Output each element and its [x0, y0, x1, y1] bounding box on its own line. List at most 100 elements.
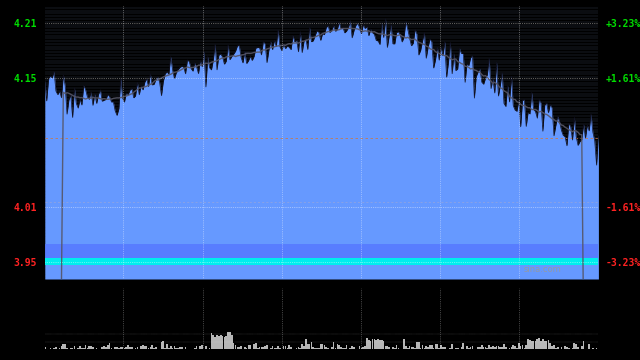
Bar	[479, 347, 481, 349]
Bar	[303, 346, 305, 349]
Bar	[511, 347, 512, 349]
Bar	[412, 347, 414, 349]
Bar	[531, 341, 532, 349]
Bar	[411, 347, 412, 349]
Bar	[407, 348, 408, 349]
Bar	[527, 339, 529, 349]
Bar	[266, 345, 268, 349]
Bar	[542, 339, 544, 349]
Bar	[308, 345, 310, 349]
Bar	[57, 348, 59, 349]
Bar	[300, 348, 301, 349]
Bar	[538, 338, 540, 349]
Bar	[327, 348, 329, 349]
Bar	[231, 335, 232, 349]
Bar	[564, 346, 566, 349]
Bar	[255, 343, 257, 349]
Bar	[324, 345, 325, 349]
Bar	[142, 345, 144, 349]
Bar	[325, 347, 327, 349]
Bar	[337, 344, 338, 349]
Bar	[509, 348, 510, 349]
Bar	[253, 344, 255, 349]
Bar	[596, 347, 597, 349]
Bar	[483, 347, 484, 349]
Bar	[105, 347, 107, 349]
Bar	[588, 345, 590, 349]
Bar	[74, 346, 76, 349]
Bar	[153, 348, 155, 349]
Bar	[470, 347, 472, 349]
Bar	[372, 339, 373, 349]
Bar	[283, 346, 284, 349]
Bar	[301, 344, 303, 349]
Bar	[540, 341, 542, 349]
Bar	[84, 345, 86, 349]
Bar	[72, 348, 74, 349]
Bar	[360, 348, 362, 349]
Bar	[79, 346, 81, 349]
Bar	[150, 347, 151, 349]
Bar	[235, 345, 236, 349]
Bar	[107, 345, 109, 349]
Bar	[488, 346, 490, 349]
Bar	[497, 346, 499, 349]
Bar	[472, 346, 474, 349]
Bar	[592, 348, 594, 349]
Bar	[515, 346, 516, 349]
Bar	[370, 341, 371, 349]
Bar	[45, 258, 598, 265]
Bar	[221, 336, 223, 349]
Bar	[151, 345, 153, 349]
Bar	[366, 338, 368, 349]
Bar	[573, 343, 575, 349]
Bar	[546, 341, 547, 349]
Bar	[501, 347, 503, 349]
Bar	[340, 347, 342, 349]
Bar	[55, 347, 57, 349]
Bar	[45, 244, 598, 258]
Bar	[289, 345, 290, 349]
Bar	[442, 347, 444, 349]
Bar	[120, 347, 122, 349]
Bar	[63, 345, 64, 349]
Bar	[403, 339, 405, 349]
Bar	[331, 347, 333, 349]
Bar	[272, 346, 273, 349]
Bar	[101, 347, 103, 349]
Bar	[399, 348, 401, 349]
Bar	[484, 347, 486, 349]
Bar	[118, 348, 120, 349]
Bar	[486, 348, 488, 349]
Bar	[83, 348, 84, 349]
Bar	[270, 347, 271, 349]
Bar	[220, 335, 221, 349]
Bar	[296, 348, 298, 349]
Bar	[227, 332, 229, 349]
Bar	[522, 345, 524, 349]
Bar	[262, 347, 264, 349]
Bar	[435, 344, 436, 349]
Bar	[433, 348, 435, 349]
Bar	[49, 348, 51, 349]
Bar	[492, 346, 493, 349]
Bar	[376, 340, 377, 349]
Bar	[181, 347, 182, 349]
Bar	[561, 347, 562, 349]
Bar	[129, 347, 131, 349]
Bar	[362, 347, 364, 349]
Bar	[455, 348, 457, 349]
Bar	[237, 347, 238, 349]
Bar	[77, 348, 79, 349]
Bar	[388, 347, 390, 349]
Bar	[264, 346, 266, 349]
Bar	[394, 348, 396, 349]
Bar	[466, 346, 468, 349]
Bar	[451, 344, 453, 349]
Bar	[244, 347, 246, 349]
Bar	[436, 344, 438, 349]
Bar	[481, 345, 483, 349]
Bar	[185, 347, 186, 349]
Bar	[598, 346, 599, 349]
Bar	[131, 347, 132, 349]
